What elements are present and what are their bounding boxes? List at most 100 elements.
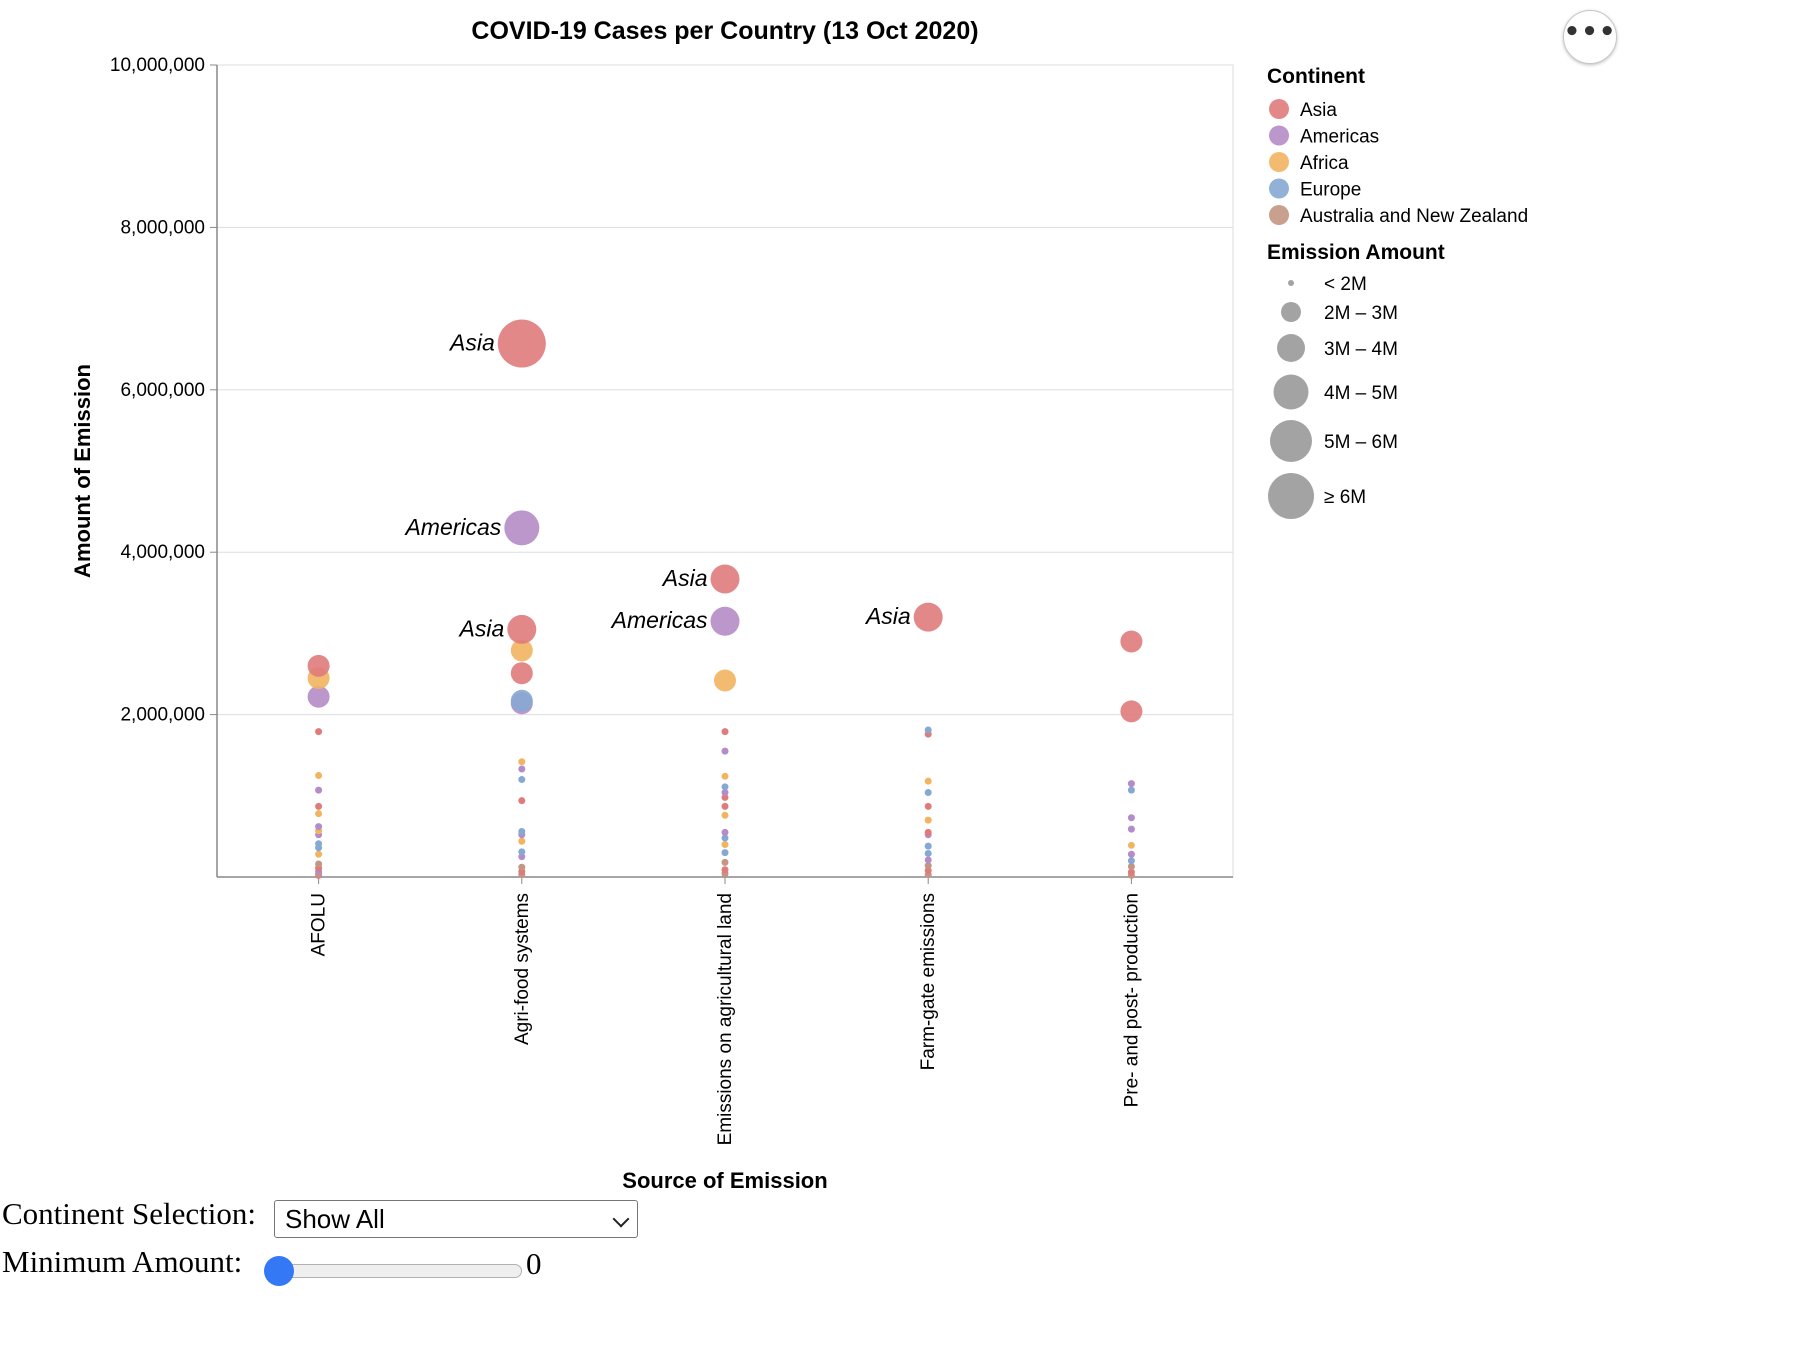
data-point: [315, 728, 323, 736]
data-point: [924, 842, 932, 850]
data-point: [1127, 850, 1135, 858]
x-axis-title: Source of Emission: [622, 1168, 827, 1193]
data-point: [721, 849, 729, 857]
data-label: Americas: [403, 514, 501, 540]
y-tick-label: 8,000,000: [120, 217, 205, 238]
data-point: [518, 848, 526, 856]
data-point: [913, 602, 943, 632]
data-label: Americas: [610, 607, 708, 633]
legend-swatch: [1269, 99, 1289, 119]
data-point: [1127, 814, 1135, 822]
data-point: [307, 654, 330, 677]
continent-selection-label: Continent Selection:: [2, 1196, 256, 1231]
data-point: [1127, 868, 1135, 876]
data-label: Asia: [661, 565, 708, 591]
data-point: [721, 841, 729, 849]
data-point: [1127, 857, 1135, 865]
size-legend-swatch: [1273, 374, 1309, 410]
x-tick-label: Agri-food systems: [512, 893, 533, 1045]
data-point: [315, 823, 323, 831]
y-tick-label: 6,000,000: [120, 380, 205, 401]
data-point: [721, 866, 729, 874]
x-tick-label: AFOLU: [309, 893, 330, 956]
data-point: [1120, 630, 1143, 653]
data-point: [721, 828, 729, 836]
data-label: Asia: [458, 615, 505, 641]
legend-swatch: [1269, 178, 1289, 199]
data-point: [721, 811, 729, 819]
data-point: [721, 834, 729, 842]
data-point: [721, 793, 729, 801]
chart-actions-button[interactable]: •••: [1563, 10, 1617, 64]
size-legend-label: ≥ 6M: [1324, 487, 1366, 508]
data-point: [721, 802, 729, 810]
data-point: [518, 765, 526, 773]
minimum-amount-slider-track[interactable]: [280, 1264, 522, 1278]
data-label: Asia: [864, 603, 911, 629]
size-legend-swatch: [1268, 473, 1314, 519]
data-point: [1120, 700, 1143, 723]
size-legend-swatch: [1277, 334, 1305, 362]
y-tick-label: 10,000,000: [110, 55, 205, 76]
data-point: [710, 564, 740, 594]
data-point: [315, 840, 323, 848]
data-point: [518, 863, 526, 871]
x-tick-label: Emissions on agricultural land: [715, 893, 736, 1145]
minimum-amount-slider-thumb[interactable]: [264, 1256, 294, 1286]
data-point: [924, 777, 932, 785]
legend-label: Australia and New Zealand: [1300, 206, 1528, 227]
chart-title: COVID-19 Cases per Country (13 Oct 2020): [471, 17, 978, 45]
data-point: [721, 747, 729, 755]
data-point: [924, 867, 932, 875]
data-point: [315, 786, 323, 794]
y-tick-label: 4,000,000: [120, 542, 205, 563]
size-legend-label: < 2M: [1324, 274, 1367, 295]
data-point: [315, 802, 323, 810]
data-point: [721, 772, 729, 780]
data-point: [315, 860, 323, 868]
size-legend-label: 5M – 6M: [1324, 432, 1398, 453]
data-point: [1127, 841, 1135, 849]
data-point: [924, 802, 932, 810]
data-point: [924, 816, 932, 824]
data-point: [307, 685, 330, 708]
data-point: [1127, 780, 1135, 788]
scatter-chart: 2,000,000 4,000,000 6,000,000 8,000,000 10,0…: [70, 17, 1528, 1193]
legend-label: Africa: [1300, 153, 1349, 174]
data-point: [518, 853, 526, 861]
data-point: [710, 606, 740, 636]
data-point: [924, 856, 932, 864]
size-legend-swatch: [1288, 280, 1294, 286]
data-point: [924, 789, 932, 797]
size-legend-label: 3M – 4M: [1324, 339, 1398, 360]
size-legend-title: Emission Amount: [1267, 241, 1445, 264]
chevron-down-icon: [612, 1210, 630, 1228]
data-point: [504, 510, 540, 546]
y-tick-label: 2,000,000: [120, 705, 205, 726]
x-tick-label: Pre- and post- production: [1121, 893, 1142, 1107]
data-point: [1127, 862, 1135, 870]
data-point: [315, 850, 323, 858]
data-point: [721, 789, 729, 797]
data-point: [924, 849, 932, 857]
minimum-amount-value: 0: [526, 1246, 542, 1281]
data-point: [497, 319, 546, 368]
data-point: [518, 776, 526, 784]
x-tick-label: Farm-gate emissions: [918, 893, 939, 1070]
legend-swatch: [1269, 152, 1289, 172]
legend-swatch: [1269, 205, 1289, 225]
continent-select[interactable]: Show All: [274, 1200, 638, 1238]
data-point: [1127, 786, 1135, 794]
y-axis-title: Amount of Emission: [70, 364, 95, 578]
minimum-amount-label: Minimum Amount:: [2, 1244, 243, 1279]
legend-label: Americas: [1300, 127, 1379, 148]
size-legend-label: 4M – 5M: [1324, 383, 1398, 404]
data-point: [1127, 825, 1135, 833]
data-point: [315, 810, 323, 818]
data-point: [721, 858, 729, 866]
data-point: [510, 662, 533, 685]
size-legend-swatch: [1281, 302, 1301, 322]
continent-select-value: Show All: [285, 1204, 385, 1234]
data-point: [924, 862, 932, 870]
size-legend-swatch: [1270, 420, 1312, 462]
